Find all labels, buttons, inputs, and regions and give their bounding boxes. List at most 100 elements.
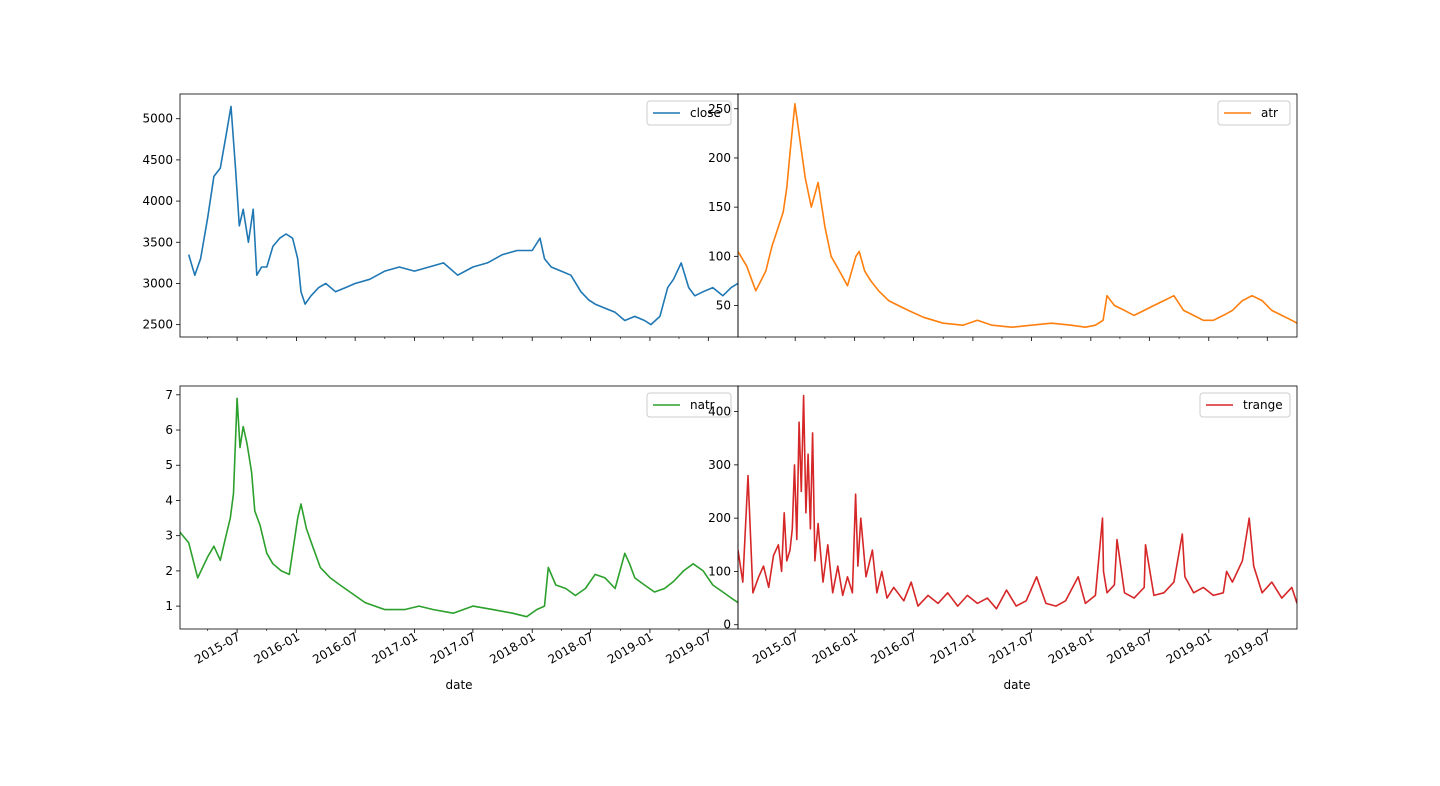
x-tick-label: 2017-07: [986, 629, 1036, 666]
y-tick-label: 250: [708, 102, 731, 116]
x-axis-label-right: date: [1003, 678, 1030, 692]
close-legend-box: [646, 100, 732, 126]
x-tick: 2016-01: [252, 629, 302, 667]
y-tick-label: 4000: [142, 194, 173, 208]
y-tick: 2: [165, 564, 180, 578]
x-tick: 2019-01: [605, 629, 655, 667]
x-tick: 2019-07: [1222, 629, 1273, 667]
x-tick-label: 2019-07: [663, 629, 713, 666]
y-tick: 7: [165, 388, 180, 402]
trange-legend-label: trange: [1243, 398, 1283, 412]
trange-y-ticks: 0 100 200 300 400: [708, 405, 738, 632]
atr-plot-area: [738, 103, 1297, 328]
y-tick-label: 4: [165, 493, 173, 507]
x-tick: 2017-01: [928, 629, 978, 667]
natr-legend-box: [646, 392, 732, 418]
x-tick-label: 2018-07: [546, 629, 596, 666]
y-tick: 4000: [142, 194, 180, 208]
x-tick: 2018-01: [487, 629, 538, 667]
y-tick-label: 5000: [142, 112, 173, 126]
y-tick: 1: [165, 599, 180, 613]
y-tick: 150: [708, 200, 738, 214]
x-axis-label-left: date: [445, 678, 472, 692]
trange-series-line: [738, 394, 1297, 610]
x-tick: 2016-07: [869, 629, 919, 667]
y-tick-label: 4500: [142, 153, 173, 167]
x-tick: 2019-01: [1164, 629, 1214, 667]
atr-y-ticks: 50 100 150 200 250: [708, 102, 738, 313]
x-tick: 2016-07: [310, 629, 361, 667]
natr-legend-label: natr: [690, 398, 715, 412]
y-tick-label: 0: [723, 618, 731, 632]
x-tick-label: 2019-07: [1222, 629, 1272, 666]
natr-series-line: [180, 397, 738, 618]
y-tick: 100: [708, 564, 738, 578]
atr-legend-box: [1217, 100, 1291, 126]
y-tick: 3: [165, 529, 180, 543]
x-tick-label: 2017-01: [928, 629, 978, 666]
subplot-natr: 1 2 3 4 5 6 7 2015-07 2016-01 2016-07 2017-01 2017…: [165, 385, 739, 667]
x-tick-label: 2015-07: [192, 629, 242, 666]
x-tick-label: 2017-07: [428, 629, 478, 666]
atr-legend: atr: [1217, 100, 1291, 126]
y-tick-label: 100: [708, 249, 731, 263]
x-tick: 2019-07: [663, 629, 714, 667]
y-tick-label: 3: [165, 529, 173, 543]
trange-axes-frame: [737, 385, 1298, 630]
x-tick: 2017-07: [986, 629, 1037, 667]
y-tick-label: 2500: [142, 318, 173, 332]
y-tick: 300: [708, 458, 738, 472]
natr-legend: natr: [646, 392, 732, 418]
close-plot-area: [187, 105, 738, 326]
x-tick: 2015-07: [750, 629, 801, 667]
y-tick-label: 7: [165, 388, 173, 402]
y-tick: 400: [708, 405, 738, 419]
y-tick-label: 6: [165, 423, 173, 437]
x-tick: 2017-07: [428, 629, 478, 667]
x-tick: 2016-01: [810, 629, 860, 667]
x-tick-label: 2018-01: [1046, 629, 1096, 666]
y-tick: 100: [708, 249, 738, 263]
y-tick-label: 300: [708, 458, 731, 472]
y-tick-label: 100: [708, 564, 731, 578]
close-y-ticks: 2500 3000 3500 4000 4500 5000: [142, 112, 180, 332]
y-tick: 50: [716, 299, 738, 313]
close-x-ticks: [207, 337, 709, 341]
y-tick: 250: [708, 102, 738, 116]
y-tick: 0: [723, 618, 738, 632]
y-tick: 3500: [142, 235, 180, 249]
x-tick-label: 2015-07: [750, 629, 800, 666]
close-axes-frame: [179, 93, 739, 338]
x-tick: 2015-07: [192, 629, 243, 667]
close-legend: close: [646, 100, 732, 126]
atr-x-ticks: [765, 337, 1268, 341]
x-tick: 2018-01: [1046, 629, 1096, 667]
close-series-line: [187, 105, 738, 326]
y-tick: 2500: [142, 318, 180, 332]
y-tick-label: 3500: [142, 235, 173, 249]
x-tick-label: 2018-01: [487, 629, 537, 666]
y-tick: 5: [165, 458, 180, 472]
x-tick-label: 2016-07: [310, 629, 360, 666]
natr-y-ticks: 1 2 3 4 5 6 7: [165, 388, 180, 613]
subplot-close: 2500 3000 3500 4000 4500 5000 close: [142, 93, 739, 341]
x-tick-label: 2016-07: [869, 629, 919, 666]
natr-x-ticks: 2015-07 2016-01 2016-07 2017-01 2017-07 2018-…: [192, 629, 714, 667]
y-tick: 200: [708, 511, 738, 525]
y-tick-label: 50: [716, 299, 731, 313]
trange-legend: trange: [1199, 392, 1291, 418]
y-tick: 5000: [142, 112, 180, 126]
x-tick: 2017-01: [370, 629, 420, 667]
close-legend-label: close: [690, 106, 721, 120]
atr-legend-label: atr: [1261, 106, 1278, 120]
x-tick-label: 2018-07: [1104, 629, 1154, 666]
atr-series-line: [738, 103, 1297, 328]
x-tick-label: 2016-01: [252, 629, 302, 666]
y-tick-label: 400: [708, 405, 731, 419]
atr-axes-frame: [737, 93, 1298, 338]
y-tick: 6: [165, 423, 180, 437]
trange-legend-box: [1199, 392, 1291, 418]
y-tick-label: 2: [165, 564, 173, 578]
subplot-atr: 50 100 150 200 250 atr: [708, 93, 1298, 341]
